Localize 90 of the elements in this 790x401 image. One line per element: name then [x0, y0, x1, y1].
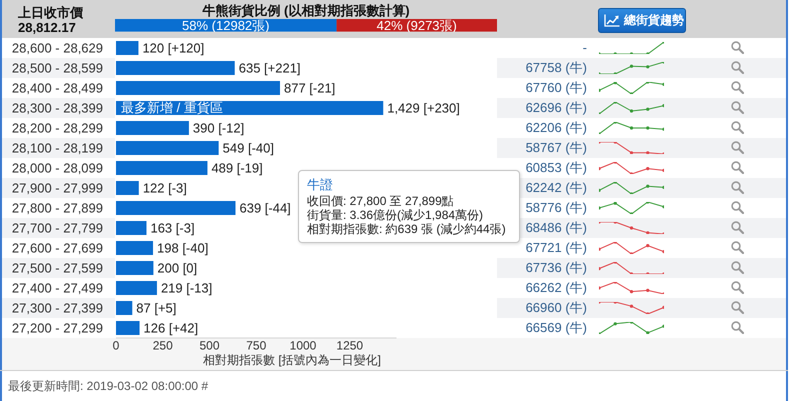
- bar: [116, 301, 132, 315]
- bar: [116, 321, 140, 335]
- data-label: 219 [-13]: [160, 280, 212, 296]
- text: 上日收市價: [18, 5, 83, 20]
- y-tick-label: 27,200 - 27,299: [12, 320, 103, 336]
- y-tick-label: 27,800 - 27,899: [12, 200, 103, 216]
- x-axis-title: 相對期指張數 [括號內為一日變化]: [202, 353, 382, 368]
- y-tick-label: 28,500 - 28,599: [12, 60, 103, 76]
- point: [630, 290, 634, 294]
- y-tick-label: 28,000 - 28,099: [12, 160, 103, 176]
- point: [646, 126, 650, 130]
- text: 67760 (牛): [524, 79, 587, 97]
- point: [630, 304, 634, 308]
- text: 66262 (牛): [524, 279, 587, 297]
- y-tick-label: 27,500 - 27,599: [12, 260, 103, 276]
- bar: [116, 41, 138, 55]
- text: 最後更新時間: 2019-03-02 08:00:00 #: [8, 378, 208, 394]
- text: 67758 (牛): [524, 59, 587, 77]
- y-tick-label: 27,400 - 27,499: [12, 280, 103, 296]
- data-label: 390 [-12]: [192, 120, 244, 136]
- data-label: 549 [-40]: [222, 140, 274, 156]
- chart-button: 總街貨趨勢: [598, 8, 686, 33]
- x-tick-label: 1000: [290, 338, 317, 353]
- data-label: 122 [-3]: [142, 180, 187, 196]
- point: [646, 331, 650, 334]
- text: 28,812.17: [18, 20, 76, 35]
- y-tick-label: 28,100 - 28,199: [12, 140, 103, 156]
- annotation: 最多新增 / 重貨區: [121, 99, 223, 117]
- y-tick-label: 28,600 - 28,629: [12, 40, 103, 56]
- point: [614, 202, 617, 205]
- y-tick-label: 27,300 - 27,399: [12, 300, 103, 316]
- text: 67736 (牛): [524, 259, 587, 277]
- point: [646, 231, 650, 234]
- y-tick-label: 28,300 - 28,399: [12, 100, 103, 116]
- text: 66569 (牛): [524, 319, 587, 337]
- point: [646, 167, 650, 170]
- bar: [116, 161, 208, 175]
- data-label: 489 [-19]: [211, 160, 263, 176]
- point: [646, 288, 650, 292]
- annotation: 街貨量: 3.36億份(減少1,984萬份): [307, 208, 484, 222]
- bar: [116, 201, 236, 215]
- chart-title: 牛熊街貨比例 (以相對期指張數計算): [201, 3, 411, 18]
- x-tick-label: 750: [246, 338, 267, 353]
- data-label: 639 [-44]: [239, 200, 291, 216]
- text: 60853 (牛): [524, 159, 587, 177]
- data-label: 87 [+5]: [136, 300, 176, 316]
- text: 68486 (牛): [526, 220, 587, 235]
- text: 58776 (牛): [524, 199, 587, 217]
- text: 67721 (牛): [524, 239, 587, 257]
- x-tick-label: 250: [152, 338, 174, 353]
- data-label: 635 [+221]: [238, 60, 301, 76]
- data-label: 1,429 [+230]: [387, 100, 460, 116]
- point: [630, 226, 634, 230]
- data-label: 120 [+120]: [142, 40, 204, 56]
- point: [646, 65, 650, 68]
- point: [630, 126, 634, 130]
- y-tick-label: 27,600 - 27,699: [12, 240, 103, 256]
- y-tick-label: 28,200 - 28,299: [12, 120, 103, 136]
- text: 62242 (牛): [524, 179, 587, 197]
- point: [614, 322, 617, 326]
- bar: [116, 241, 154, 255]
- y-tick-label: 28,400 - 28,499: [12, 80, 103, 96]
- point: [646, 244, 650, 248]
- x-tick-label: 500: [199, 338, 220, 353]
- text: -: [582, 39, 587, 57]
- annotation: 牛證: [307, 176, 334, 194]
- data-label: 200 [0]: [157, 260, 198, 276]
- annotation: 相對期指張數: 約639 張 (減少約44張): [307, 222, 507, 236]
- point: [630, 64, 634, 68]
- bar: [116, 281, 157, 295]
- y-tick-label: 27,900 - 27,999: [12, 180, 103, 196]
- bar: [116, 81, 280, 95]
- point: [646, 184, 650, 188]
- text: 66960 (牛): [524, 299, 587, 317]
- y-tick-label: 27,700 - 27,799: [12, 220, 103, 236]
- bar: [116, 221, 146, 235]
- data-label: 198 [-40]: [157, 240, 208, 256]
- text: 58767 (牛): [524, 139, 587, 157]
- point: [646, 108, 650, 111]
- data-label: 163 [-3]: [150, 220, 195, 236]
- data-label: 877 [-21]: [284, 80, 336, 96]
- data-label: 126 [+42]: [144, 320, 198, 336]
- point: [630, 109, 634, 113]
- bar: [116, 181, 139, 195]
- bar: [116, 121, 189, 135]
- text: 62696 (牛): [524, 99, 587, 117]
- x-tick-label: 0: [112, 338, 120, 353]
- x-tick-label: 1250: [336, 338, 364, 353]
- text: 62206 (牛): [524, 119, 587, 137]
- annotation: 收回價: 27,800 至 27,899點: [307, 194, 455, 208]
